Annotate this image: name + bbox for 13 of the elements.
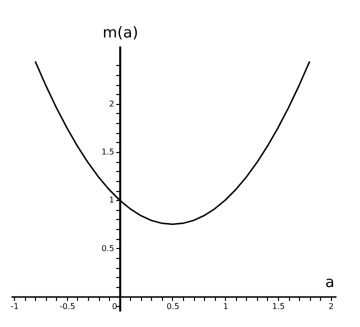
y-tick-label: 2 [109, 99, 114, 108]
y-axis-title: m(a) [102, 24, 138, 42]
x-tick-label: 1 [223, 302, 228, 312]
x-axis-title: a [325, 273, 334, 292]
x-tick-label: 2 [328, 302, 334, 312]
x-tick-label: 0.5 [166, 302, 180, 312]
y-tick-label: 0.5 [101, 244, 114, 253]
y-tick-label: 1 [109, 196, 114, 205]
x-tick-label: 1.5 [272, 302, 285, 312]
x-tick-label: -0.5 [60, 302, 76, 312]
y-tick-label: 1.5 [101, 148, 114, 156]
x-tick-label: 0 [112, 302, 118, 312]
x-tick-label: -1 [10, 302, 19, 312]
